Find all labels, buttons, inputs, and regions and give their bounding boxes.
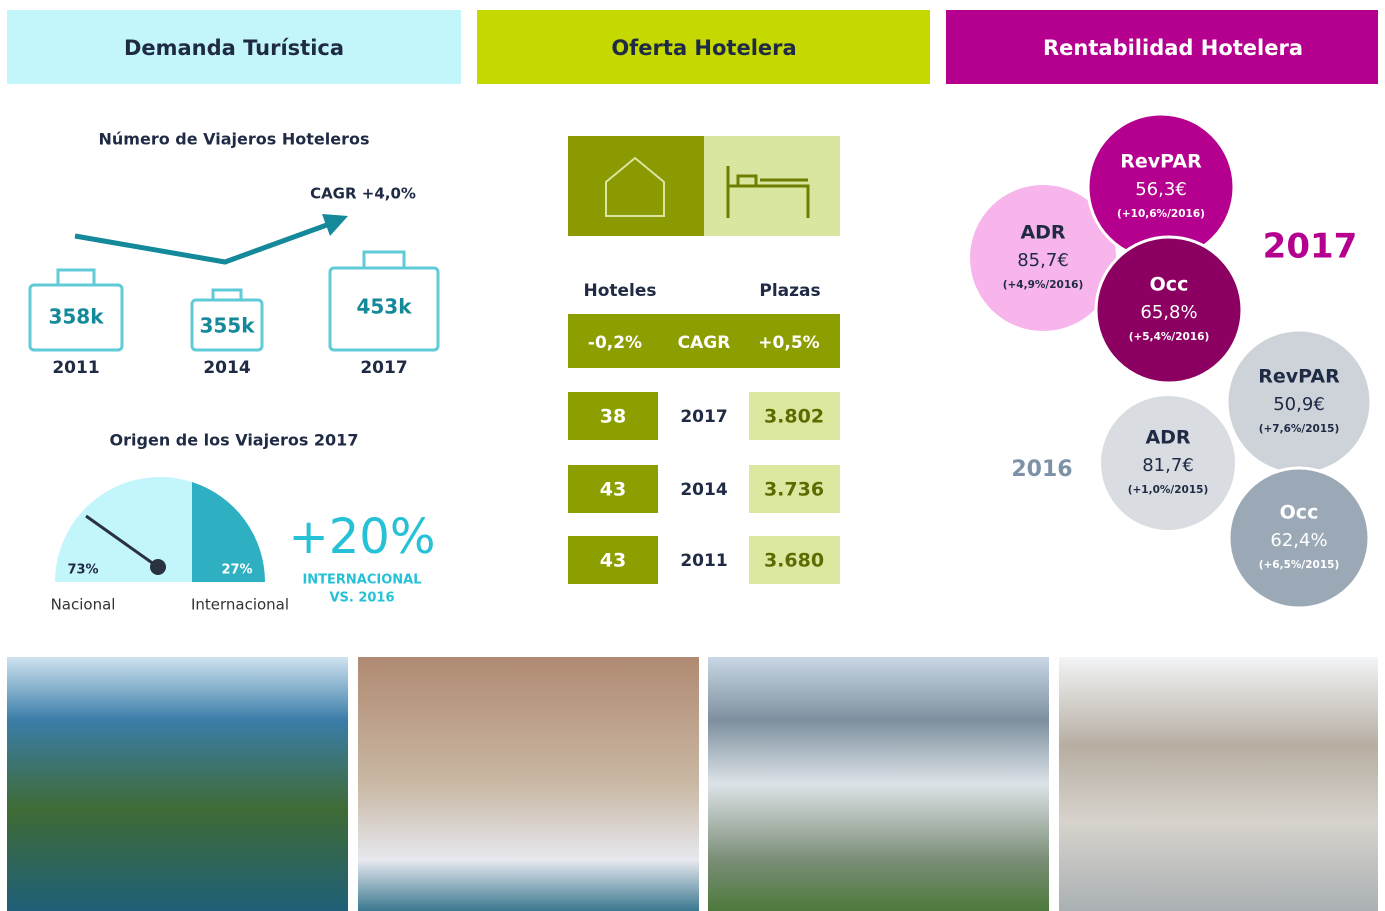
year-label: 2017	[680, 407, 727, 427]
plazas-box	[749, 536, 840, 584]
year-label: 2011	[52, 358, 99, 378]
gauge-internacional	[192, 482, 265, 582]
bubble-change: (+5,4%/2016)	[1129, 331, 1210, 343]
hotels-value: 43	[600, 550, 626, 572]
pct-label: 73%	[67, 563, 98, 578]
year-2017: 2017	[1263, 227, 1358, 267]
suitcase-icons	[28, 250, 440, 352]
column-header: Plazas	[759, 281, 820, 301]
year-label: 2017	[360, 358, 407, 378]
trend-arrow	[74, 219, 336, 265]
traveler-value: 358k	[48, 305, 104, 329]
bubble-change: (+7,6%/2015)	[1259, 423, 1340, 435]
growth-value: +20%	[289, 509, 436, 565]
needle-pivot	[150, 559, 166, 575]
cagr-value: +0,5%	[758, 333, 819, 353]
growth-note: VS. 2016	[329, 591, 394, 606]
section-title: Demanda Turística	[124, 36, 344, 60]
gauge-needle	[85, 514, 159, 569]
section-title: Rentabilidad Hotelera	[1043, 36, 1303, 60]
cagr-value: -0,2%	[588, 333, 642, 353]
origin-label: Internacional	[191, 596, 289, 614]
hotels-box	[568, 392, 658, 440]
plazas-box	[749, 465, 840, 513]
header-bar	[946, 10, 1378, 84]
bubble-value: 62,4%	[1270, 530, 1327, 551]
bubble-occ-2017	[1094, 235, 1244, 385]
gauge-nacional	[55, 477, 192, 582]
traveler-value: 355k	[199, 314, 255, 338]
year-label: 2014	[680, 480, 727, 500]
subtitle: Origen de los Viajeros 2017	[110, 431, 359, 450]
section-title: Oferta Hotelera	[611, 36, 796, 60]
hotels-box	[568, 536, 658, 584]
hotels-box	[568, 465, 658, 513]
year-2016: 2016	[1011, 457, 1072, 482]
column-header: Hoteles	[583, 281, 656, 301]
bubble-label: RevPAR	[1258, 366, 1340, 388]
bubble-label: Occ	[1150, 274, 1189, 296]
bubble-adr-2017	[970, 185, 1116, 331]
bubble-label: Occ	[1280, 502, 1319, 524]
hotel-icon-box	[568, 136, 704, 236]
plazas-value: 3.736	[764, 479, 824, 501]
year-label: 2014	[203, 358, 250, 378]
bubble-value: 81,7€	[1142, 455, 1194, 476]
bubble-change: (+4,9%/2016)	[1003, 279, 1084, 291]
bubble-value: 56,3€	[1135, 179, 1187, 200]
plazas-box	[749, 392, 840, 440]
cagr-label: CAGR	[678, 333, 731, 353]
house-icon	[605, 156, 665, 217]
photo	[1059, 657, 1378, 911]
bubble-change: (+6,5%/2015)	[1259, 559, 1340, 571]
bubble-value: 85,7€	[1017, 250, 1069, 271]
traveler-value: 453k	[356, 295, 412, 319]
bubble-change: (+1,0%/2015)	[1128, 484, 1209, 496]
header-bar	[477, 10, 930, 84]
bubble-label: RevPAR	[1120, 151, 1202, 173]
bubble-label: ADR	[1020, 222, 1065, 244]
bubble-occ-2016	[1227, 466, 1371, 610]
hotels-value: 43	[600, 479, 626, 501]
photo	[708, 657, 1049, 911]
arrow-head	[322, 214, 348, 236]
growth-note: INTERNACIONAL	[302, 573, 421, 588]
header-bar	[7, 10, 461, 84]
year-label: 2011	[680, 551, 727, 571]
bubble-value: 65,8%	[1140, 302, 1197, 323]
subtitle: Número de Viajeros Hoteleros	[99, 130, 370, 149]
origin-label: Nacional	[51, 596, 116, 614]
photo	[7, 657, 348, 911]
cagr-row	[568, 314, 840, 368]
hotels-value: 38	[600, 406, 626, 428]
plazas-value: 3.680	[764, 550, 824, 572]
photo	[358, 657, 699, 911]
bubble-label: ADR	[1145, 427, 1190, 449]
bubble-value: 50,9€	[1273, 394, 1325, 415]
cagr-label: CAGR +4,0%	[310, 185, 416, 203]
bed-icon	[726, 166, 810, 218]
bubble-change: (+10,6%/2016)	[1117, 208, 1205, 220]
bubble-adr-2016	[1101, 396, 1235, 530]
plazas-value: 3.802	[764, 406, 824, 428]
pct-label: 27%	[221, 563, 252, 578]
